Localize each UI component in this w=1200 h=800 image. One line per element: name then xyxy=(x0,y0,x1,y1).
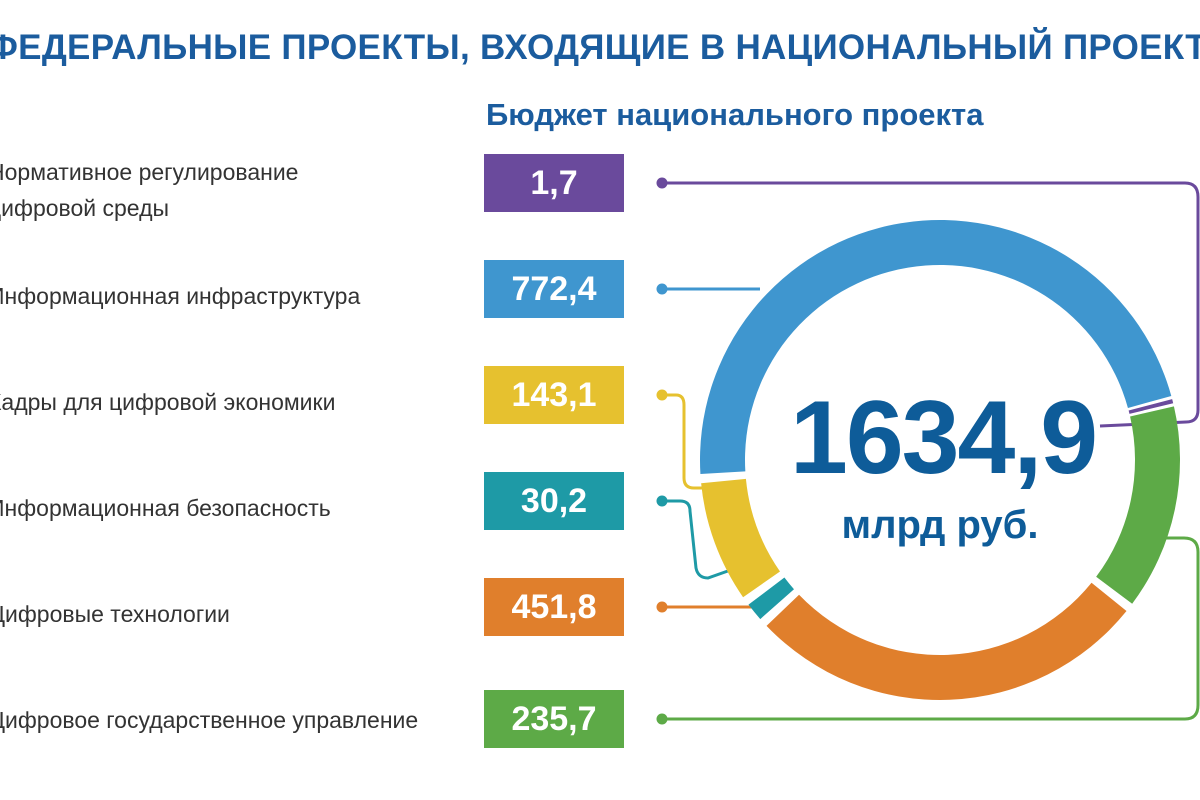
project-label-technologies: Цифровые технологии xyxy=(0,601,230,627)
value-box-personnel: 143,1 xyxy=(484,366,624,424)
connector-dot-personnel xyxy=(656,389,668,401)
project-label-government: Цифровое государственное управление xyxy=(0,707,419,733)
connector-dot-government xyxy=(656,713,668,725)
value-box-infrastructure: 772,4 xyxy=(484,260,624,318)
connector-line-personnel xyxy=(662,393,712,490)
donut-slice-government xyxy=(1096,406,1180,604)
connector-line-regulation xyxy=(662,181,1200,428)
donut-slice-infrastructure xyxy=(699,219,1172,475)
value-box-regulation: 1,7 xyxy=(484,154,624,212)
page-title: ФЕДЕРАЛЬНЫЕ ПРОЕКТЫ, ВХОДЯЩИЕ В НАЦИОНАЛ… xyxy=(0,28,1200,67)
donut-slice-security xyxy=(748,577,794,620)
connector-dot-security xyxy=(656,495,668,507)
project-label-security: Информационная безопасность xyxy=(0,495,331,521)
project-label-infrastructure: Информационная инфраструктура xyxy=(0,283,361,309)
value-box-security: 30,2 xyxy=(484,472,624,530)
value-box-technologies: 451,8 xyxy=(484,578,624,636)
connector-dot-regulation xyxy=(656,177,668,189)
total-budget-unit: млрд руб. xyxy=(841,503,1039,547)
donut-slice-technologies xyxy=(766,582,1127,700)
project-label-regulation: Нормативное регулирование цифровой среды xyxy=(0,159,299,221)
project-label-personnel: Кадры для цифровой экономики xyxy=(0,389,336,415)
connector-line-government xyxy=(662,536,1200,721)
budget-subtitle: Бюджет национального проекта xyxy=(486,97,984,132)
donut-slice-personnel xyxy=(701,478,781,598)
connector-dot-technologies xyxy=(656,601,668,613)
connector-line-security xyxy=(662,499,743,580)
value-box-government: 235,7 xyxy=(484,690,624,748)
total-budget-value: 1634,9 xyxy=(790,380,1098,496)
donut-slice-regulation xyxy=(1128,399,1174,414)
connector-dot-infrastructure xyxy=(656,283,668,295)
